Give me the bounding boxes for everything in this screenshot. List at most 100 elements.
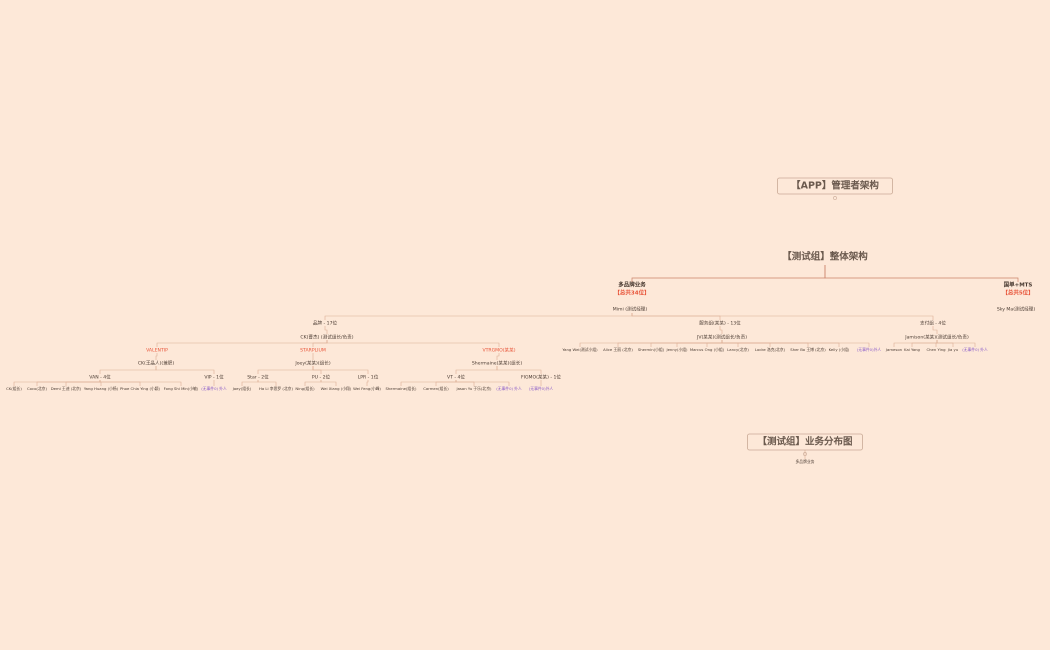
- root-title: 【测试组】业务分布图: [757, 436, 852, 448]
- node-manager: Sky Ma(测试经理): [997, 306, 1036, 313]
- node-label: Yang Huang (小杨): [84, 386, 119, 391]
- node-box: [747, 433, 863, 451]
- node-note: 【总共5位】: [1002, 289, 1033, 297]
- edge: [312, 366, 369, 374]
- node-label: VALENTIP: [146, 348, 168, 354]
- node-label: Ha Li 李思罗 (北京): [259, 386, 293, 391]
- node-label: Lancy(北京): [727, 347, 749, 352]
- node-label: Kelly (小组): [829, 347, 850, 352]
- edge: [312, 340, 328, 347]
- node-label: VAN - 4位: [89, 374, 111, 381]
- node-label: 品牌 - 17位: [313, 320, 338, 327]
- edge: [257, 366, 314, 374]
- node-label: Shermaine(某某)(组长): [472, 360, 523, 367]
- node-label: STARPLIUM: [300, 348, 326, 354]
- node-label: Demi 王迪 (北京): [51, 386, 82, 391]
- node-label: Ning(组长): [295, 386, 315, 391]
- edge: [719, 326, 723, 334]
- node-label: 国单+MTS: [1004, 281, 1033, 289]
- edge: [631, 265, 826, 282]
- edge: [911, 340, 938, 347]
- edge: [496, 353, 500, 360]
- node-label: Wei Xiang (小翔): [321, 386, 352, 391]
- node-label: VTRGMO(某某): [482, 348, 515, 354]
- node-label: Coco(北京): [27, 386, 47, 391]
- node-label: CK(组长): [6, 386, 22, 391]
- node-label: Carmen(组长): [423, 386, 449, 391]
- edge: [99, 380, 182, 386]
- edge: [320, 380, 337, 386]
- edge: [824, 265, 1019, 282]
- node-label: Jameson: [885, 347, 903, 352]
- root-title: 【测试组】整体架构: [782, 251, 868, 263]
- edge: [893, 340, 938, 347]
- node-label: JV(某某)(测试组长/负责): [696, 334, 747, 341]
- edge: [155, 366, 215, 374]
- root-title: 【APP】管理者架构: [791, 180, 879, 192]
- node-label: (无事件0)外人: [529, 386, 554, 391]
- node-box: [777, 177, 893, 195]
- node-label: 支付组 - 4位: [920, 320, 946, 327]
- node-label: Shermin(小组): [638, 347, 665, 352]
- node-label: Star - 2位: [247, 374, 269, 381]
- node-label: Phoe Chia Ying (小颖): [120, 386, 161, 391]
- node-label: 多品牌业务: [796, 459, 815, 464]
- edge: [936, 340, 976, 347]
- edge: [721, 340, 870, 347]
- node-label: VIP - 1位: [204, 374, 224, 381]
- node-label: (无事件0)外人: [857, 347, 882, 352]
- edge: [324, 326, 328, 334]
- node-label: CK(王晶人)(兼职): [138, 360, 175, 367]
- edge: [676, 340, 723, 347]
- edge: [721, 340, 809, 347]
- edge: [455, 380, 510, 386]
- node-label: Jenny(小组): [665, 347, 688, 352]
- node-label: FIGMO(某某) - 1位: [521, 374, 561, 381]
- edge: [631, 313, 721, 320]
- node-manager: Mimi (测试经理): [613, 306, 648, 313]
- node-label: (无事件0) 外人: [962, 347, 988, 352]
- edge: [932, 326, 938, 334]
- edge: [326, 340, 500, 347]
- node-label: 服务组(某某) - 13位: [699, 320, 741, 327]
- node-label: Yang Wei(测试小组): [562, 347, 598, 352]
- edge: [257, 380, 277, 386]
- node-label: Kai Yang: [904, 347, 921, 352]
- node-label: Joey(组长): [232, 386, 252, 391]
- edge: [721, 340, 840, 347]
- edge: [617, 340, 723, 347]
- edge: [455, 366, 498, 374]
- edge: [721, 340, 771, 347]
- node-label: Locke 洛克(北京): [755, 347, 786, 352]
- node-label: CK(曹杰) (测试组长/负责): [300, 334, 353, 341]
- edge: [650, 340, 723, 347]
- node-label: LPR - 1位: [358, 374, 379, 381]
- edge: [706, 340, 723, 347]
- node-label: VT - 4位: [447, 374, 465, 381]
- node-label: Marcus Ong (小组): [690, 347, 725, 352]
- node-label: Jason Yu 于乐(北京): [455, 386, 492, 391]
- node-handle: [833, 196, 837, 200]
- node-label: Shermaine(组长): [385, 386, 417, 391]
- node-label: Chen Ying: [926, 347, 946, 352]
- node-label: PU - 2位: [312, 374, 331, 381]
- node-label: Jia yu: [947, 347, 959, 352]
- edge: [155, 353, 158, 360]
- edge: [366, 380, 369, 386]
- node-handle: [803, 452, 807, 456]
- edge: [99, 366, 157, 374]
- edges: [13, 265, 1019, 459]
- node-label: 多品牌业务: [618, 281, 646, 289]
- edge: [324, 313, 633, 320]
- node-label: Joey(某某)(组长): [294, 360, 330, 367]
- node-note: 【总共34位】: [614, 289, 649, 297]
- edge: [631, 313, 934, 320]
- node-label: Jamison(某某)(测试组长/负责): [904, 334, 969, 341]
- edge: [721, 340, 739, 347]
- edge: [496, 366, 542, 374]
- node-label: Wei Feng(小峰): [353, 386, 381, 391]
- edge: [936, 340, 954, 347]
- node-label: Sher Bo 王博 (北京): [790, 347, 826, 352]
